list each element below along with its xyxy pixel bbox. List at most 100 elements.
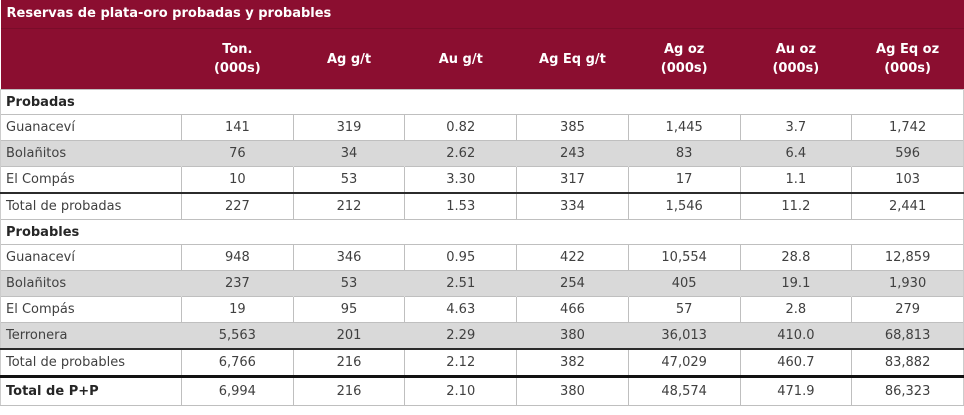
cell-ageq-gt: 380 — [516, 375, 629, 406]
cell-ag-oz: 1,445 — [627, 114, 741, 141]
cell-au-gt: 2.51 — [404, 270, 517, 297]
table-row-guanacevi-probadas: Guanaceví 141 319 0.82 385 1,445 3.7 1,7… — [0, 114, 964, 141]
column-header-line1: Ag Eq g/t — [539, 51, 606, 67]
cell-au-gt: 2.10 — [404, 375, 517, 406]
table-row-bolanitos-probables: Bolañitos 237 53 2.51 254 405 19.1 1,930 — [0, 270, 964, 297]
cell-ageq-gt: 422 — [516, 244, 629, 271]
column-header-line1: Au oz — [775, 42, 817, 57]
column-header-au-gt: Au g/t — [404, 28, 517, 90]
cell-ageq-oz: 279 — [851, 296, 964, 323]
cell-ageq-oz: 2,441 — [851, 192, 964, 220]
table-title-row: Reservas de plata-oro probadas y probabl… — [0, 0, 964, 29]
cell-ag-oz: 83 — [627, 140, 741, 167]
cell-ag-gt: 201 — [292, 322, 405, 349]
table-row-total-probables: Total de probables 6,766 216 2.12 382 47… — [0, 348, 964, 377]
cell-ag-gt: 319 — [292, 114, 405, 141]
column-header-line1: Ag g/t — [326, 51, 372, 67]
cell-ag-oz: 57 — [627, 296, 741, 323]
cell-ageq-oz: 12,859 — [851, 244, 964, 271]
column-header-line2: (000s) — [660, 61, 708, 76]
cell-ageq-oz: 68,813 — [851, 322, 964, 349]
cell-au-oz: 3.7 — [739, 114, 852, 141]
cell-ag-oz: 405 — [627, 270, 741, 297]
cell-ton: 76 — [181, 140, 294, 167]
cell-au-oz: 471.9 — [739, 375, 852, 406]
section-label: Probadas — [0, 89, 964, 115]
row-label: Terronera — [0, 322, 182, 349]
table-row-guanacevi-probables: Guanaceví 948 346 0.95 422 10,554 28.8 1… — [0, 244, 964, 271]
cell-ag-gt: 216 — [292, 375, 405, 406]
column-header-ageq-gt: Ag Eq g/t — [516, 28, 629, 90]
row-label: Bolañitos — [0, 140, 182, 167]
table-row-total-pp: Total de P+P 6,994 216 2.10 380 48,574 4… — [0, 375, 964, 406]
column-header-line1: Ag Eq oz — [876, 42, 940, 57]
cell-au-oz: 460.7 — [739, 348, 852, 377]
cell-ag-gt: 216 — [292, 348, 405, 377]
cell-ageq-oz: 83,882 — [851, 348, 964, 377]
cell-ton: 948 — [181, 244, 294, 271]
row-label: Guanaceví — [0, 114, 182, 141]
cell-au-gt: 2.62 — [404, 140, 517, 167]
cell-ag-oz: 47,029 — [627, 348, 741, 377]
row-label: Total de probadas — [0, 192, 182, 220]
cell-ageq-gt: 334 — [516, 192, 629, 220]
column-header-au-oz: Au oz (000s) — [740, 28, 852, 90]
cell-ton: 237 — [181, 270, 294, 297]
cell-au-gt: 2.29 — [404, 322, 517, 349]
cell-au-oz: 1.1 — [739, 166, 852, 193]
cell-au-gt: 2.12 — [404, 348, 517, 377]
table-row-total-probadas: Total de probadas 227 212 1.53 334 1,546… — [0, 192, 964, 220]
cell-ton: 141 — [181, 114, 294, 141]
column-header-ag-oz: Ag oz (000s) — [628, 28, 741, 90]
section-header-probadas: Probadas — [0, 89, 964, 115]
cell-ag-oz: 10,554 — [627, 244, 741, 271]
cell-au-oz: 2.8 — [739, 296, 852, 323]
table-row-elcompas-probadas: El Compás 10 53 3.30 317 17 1.1 103 — [0, 166, 964, 193]
reserves-table: Reservas de plata-oro probadas y probabl… — [0, 0, 964, 406]
column-header-empty — [0, 28, 182, 90]
cell-ageq-gt: 382 — [516, 348, 629, 377]
column-header-line2: (000s) — [772, 61, 820, 76]
row-label: Bolañitos — [0, 270, 182, 297]
cell-ag-oz: 17 — [627, 166, 741, 193]
column-header-line2: (000s) — [213, 61, 261, 76]
cell-ag-gt: 53 — [292, 270, 405, 297]
cell-ag-oz: 36,013 — [627, 322, 741, 349]
section-label: Probables — [0, 219, 964, 245]
cell-au-gt: 1.53 — [404, 192, 517, 220]
cell-au-oz: 19.1 — [739, 270, 852, 297]
table-row-bolanitos-probadas: Bolañitos 76 34 2.62 243 83 6.4 596 — [0, 140, 964, 167]
cell-ageq-gt: 254 — [516, 270, 629, 297]
cell-ageq-gt: 466 — [516, 296, 629, 323]
row-label: Guanaceví — [0, 244, 182, 271]
cell-au-gt: 0.95 — [404, 244, 517, 271]
cell-ton: 19 — [181, 296, 294, 323]
column-header-ton: Ton. (000s) — [181, 28, 294, 90]
cell-ageq-oz: 103 — [851, 166, 964, 193]
cell-au-oz: 11.2 — [739, 192, 852, 220]
column-header-ageq-oz: Ag Eq oz (000s) — [851, 28, 964, 90]
table-title: Reservas de plata-oro probadas y probabl… — [0, 0, 964, 29]
cell-ageq-oz: 1,742 — [851, 114, 964, 141]
row-label: El Compás — [0, 296, 182, 323]
column-header-ag-gt: Ag g/t — [293, 28, 405, 90]
column-header-line1: Ton. — [222, 42, 253, 57]
cell-ag-gt: 212 — [292, 192, 405, 220]
cell-au-gt: 0.82 — [404, 114, 517, 141]
cell-ageq-oz: 86,323 — [851, 375, 964, 406]
cell-ag-gt: 34 — [292, 140, 405, 167]
cell-au-oz: 6.4 — [739, 140, 852, 167]
column-header-row: Ton. (000s) Ag g/t Au g/t Ag Eq g/t Ag oz… — [0, 28, 964, 90]
cell-ton: 227 — [181, 192, 294, 220]
row-label: Total de P+P — [0, 375, 182, 406]
column-header-line1: Au g/t — [438, 51, 483, 67]
section-header-probables: Probables — [0, 219, 964, 245]
cell-ageq-gt: 385 — [516, 114, 629, 141]
cell-ton: 6,766 — [181, 348, 294, 377]
cell-ag-gt: 346 — [292, 244, 405, 271]
cell-ageq-oz: 596 — [851, 140, 964, 167]
cell-ageq-oz: 1,930 — [851, 270, 964, 297]
cell-ageq-gt: 317 — [516, 166, 629, 193]
cell-ageq-gt: 243 — [516, 140, 629, 167]
cell-ag-oz: 1,546 — [627, 192, 741, 220]
